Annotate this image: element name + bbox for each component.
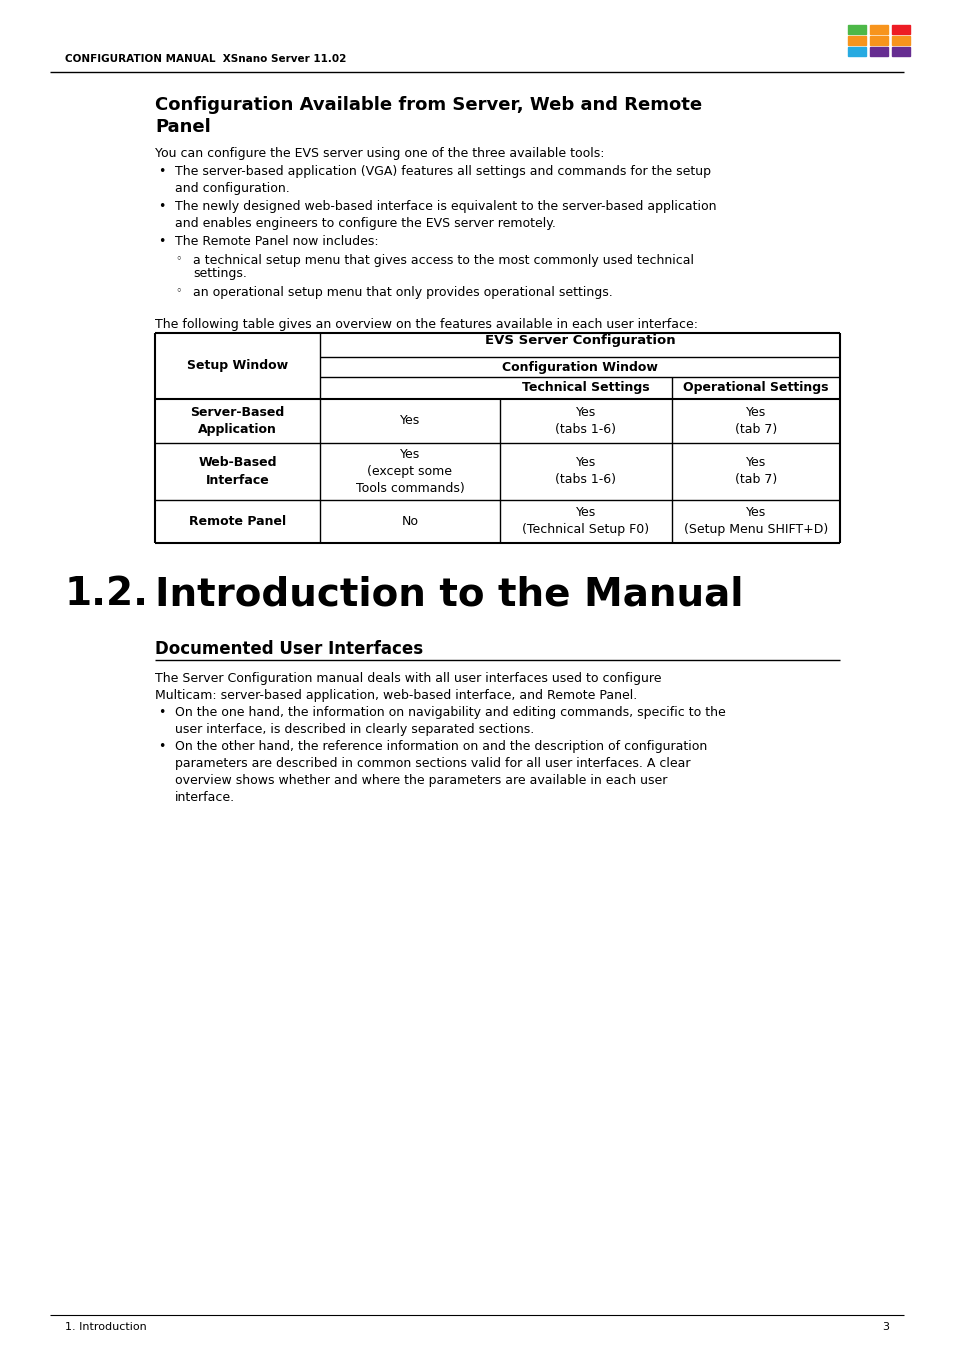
Text: a technical setup menu that gives access to the most commonly used technical: a technical setup menu that gives access…: [193, 254, 693, 267]
Text: settings.: settings.: [193, 267, 247, 279]
Text: Remote Panel: Remote Panel: [189, 514, 286, 528]
Text: Yes
(Technical Setup F0): Yes (Technical Setup F0): [522, 506, 649, 536]
Text: The server-based application (VGA) features all settings and commands for the se: The server-based application (VGA) featu…: [174, 165, 710, 194]
Text: E: E: [847, 35, 864, 59]
Text: Technical Settings: Technical Settings: [521, 382, 649, 394]
Text: •: •: [158, 706, 165, 720]
Text: •: •: [158, 740, 165, 753]
Text: The newly designed web-based interface is equivalent to the server-based applica: The newly designed web-based interface i…: [174, 200, 716, 230]
Text: 1. Introduction: 1. Introduction: [65, 1322, 147, 1332]
Text: Server-Based
Application: Server-Based Application: [191, 406, 284, 436]
Text: EVS Server Configuration: EVS Server Configuration: [484, 333, 675, 347]
Bar: [891, 36, 909, 45]
Text: 3: 3: [882, 1322, 888, 1332]
Text: Configuration Window: Configuration Window: [501, 360, 658, 374]
Bar: [869, 47, 887, 55]
Bar: [869, 36, 887, 45]
Text: V: V: [868, 35, 888, 59]
Text: •: •: [158, 200, 165, 213]
Bar: [891, 26, 909, 34]
Text: Yes
(except some
Tools commands): Yes (except some Tools commands): [355, 448, 464, 495]
Text: S: S: [891, 35, 909, 59]
Text: No: No: [401, 514, 418, 528]
Text: Configuration Available from Server, Web and Remote: Configuration Available from Server, Web…: [154, 96, 701, 113]
Bar: [891, 47, 909, 55]
Text: The Remote Panel now includes:: The Remote Panel now includes:: [174, 235, 378, 248]
Text: Documented User Interfaces: Documented User Interfaces: [154, 640, 423, 657]
Text: The following table gives an overview on the features available in each user int: The following table gives an overview on…: [154, 319, 698, 331]
Text: Yes
(tabs 1-6): Yes (tabs 1-6): [555, 406, 616, 436]
Text: Web-Based
Interface: Web-Based Interface: [198, 456, 276, 486]
Text: Setup Window: Setup Window: [187, 359, 288, 373]
Bar: [847, 36, 865, 45]
Text: Introduction to the Manual: Introduction to the Manual: [154, 575, 742, 613]
Text: The Server Configuration manual deals with all user interfaces used to configure: The Server Configuration manual deals wi…: [154, 672, 660, 702]
Text: CONFIGURATION MANUAL  XSnano Server 11.02: CONFIGURATION MANUAL XSnano Server 11.02: [65, 54, 346, 63]
Text: Yes
(Setup Menu SHIFT+D): Yes (Setup Menu SHIFT+D): [683, 506, 827, 536]
Text: Yes
(tabs 1-6): Yes (tabs 1-6): [555, 456, 616, 486]
Bar: [847, 47, 865, 55]
Text: Yes
(tab 7): Yes (tab 7): [734, 406, 777, 436]
Bar: [869, 26, 887, 34]
Text: Yes: Yes: [399, 414, 419, 428]
Text: an operational setup menu that only provides operational settings.: an operational setup menu that only prov…: [193, 286, 612, 298]
Text: Yes
(tab 7): Yes (tab 7): [734, 456, 777, 486]
Text: •: •: [158, 165, 165, 178]
Bar: [847, 26, 865, 34]
Text: 1.2.: 1.2.: [65, 575, 149, 613]
Text: On the one hand, the information on navigability and editing commands, specific : On the one hand, the information on navi…: [174, 706, 725, 736]
Text: You can configure the EVS server using one of the three available tools:: You can configure the EVS server using o…: [154, 147, 604, 161]
Text: Panel: Panel: [154, 117, 211, 136]
Text: •: •: [158, 235, 165, 248]
Text: Operational Settings: Operational Settings: [682, 382, 828, 394]
Text: ◦: ◦: [174, 286, 181, 296]
Text: On the other hand, the reference information on and the description of configura: On the other hand, the reference informa…: [174, 740, 706, 805]
Text: ◦: ◦: [174, 254, 181, 265]
